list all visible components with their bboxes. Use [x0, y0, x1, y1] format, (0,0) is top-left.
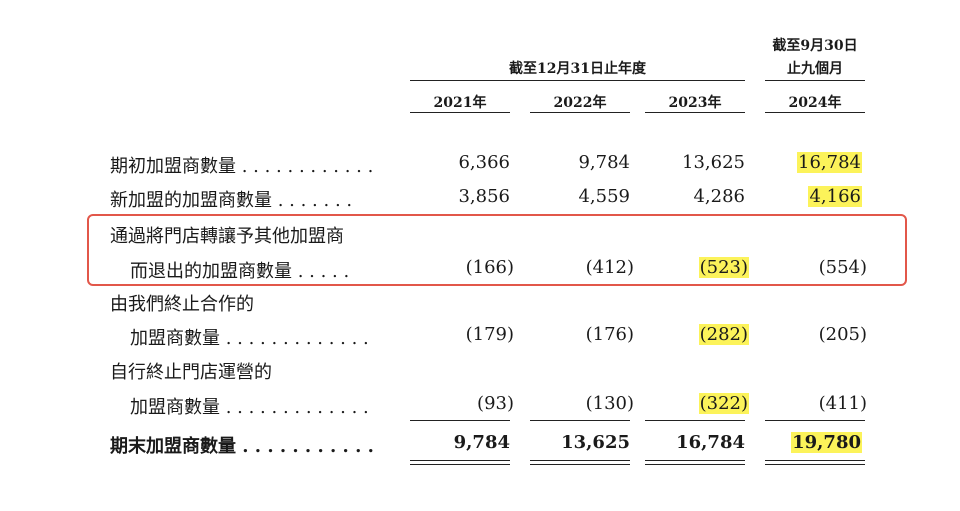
col-header-2022: 2022年: [553, 95, 607, 111]
cell-closing-2021: 9,784: [453, 432, 510, 453]
col-header-2024: 2024年: [788, 95, 842, 111]
cell-opening-2022: 9,784: [578, 152, 630, 173]
cell-self-terminated-2024: (411): [818, 393, 867, 414]
col-rule-2022: [530, 112, 630, 113]
nine-month-header-line2: 止九個月: [787, 61, 843, 77]
cell-new-2021: 3,856: [458, 186, 510, 207]
col-header-2023: 2023年: [668, 95, 722, 111]
nine-month-header-line1: 截至9月30日: [772, 38, 858, 54]
cell-transfer-2022: (412): [585, 257, 634, 278]
cell-opening-2024: 16,784: [797, 152, 862, 173]
cell-terminated-2022: (176): [585, 324, 634, 345]
cell-closing-2024: 19,780: [791, 432, 862, 453]
cell-self-terminated-2021: (93): [477, 393, 514, 414]
row-label-self-terminated-line1: 自行終止門店運營的: [110, 362, 272, 383]
total-double-rule-2021: [410, 460, 510, 465]
cell-opening-2021: 6,366: [458, 152, 510, 173]
row-label-terminated-line1: 由我們終止合作的: [110, 294, 254, 315]
nine-month-header-rule: [765, 80, 865, 81]
year-end-header-rule: [410, 80, 745, 81]
subtotal-rule-2023: [645, 420, 745, 421]
row-label-self-terminated-line2: 加盟商數量 . . . . . . . . . . . . .: [130, 397, 369, 418]
cell-terminated-2024: (205): [818, 324, 867, 345]
subtotal-rule-2021: [410, 420, 510, 421]
row-label-transfer-line2: 而退出的加盟商數量 . . . . .: [130, 261, 350, 282]
subtotal-rule-2024: [765, 420, 865, 421]
subtotal-rule-2022: [530, 420, 630, 421]
row-label-new: 新加盟的加盟商數量 . . . . . . .: [110, 190, 353, 211]
total-double-rule-2023: [645, 460, 745, 465]
cell-self-terminated-2023: (322): [698, 393, 749, 414]
cell-transfer-2024: (554): [818, 257, 867, 278]
row-label-transfer-line1: 通過將門店轉讓予其他加盟商: [110, 226, 344, 247]
total-double-rule-2024: [765, 460, 865, 465]
col-header-2021: 2021年: [433, 95, 487, 111]
cell-new-2022: 4,559: [578, 186, 630, 207]
cell-new-2024: 4,166: [808, 186, 862, 207]
cell-self-terminated-2022: (130): [585, 393, 634, 414]
row-label-closing: 期末加盟商數量 . . . . . . . . . . .: [110, 436, 374, 457]
year-end-header: 截至12月31日止年度: [509, 61, 646, 77]
row-label-opening: 期初加盟商數量 . . . . . . . . . . . .: [110, 156, 374, 177]
col-rule-2024: [765, 112, 865, 113]
row-label-terminated-line2: 加盟商數量 . . . . . . . . . . . . .: [130, 328, 369, 349]
cell-transfer-2023: (523): [698, 257, 749, 278]
cell-terminated-2021: (179): [465, 324, 514, 345]
cell-transfer-2021: (166): [465, 257, 514, 278]
cell-opening-2023: 13,625: [682, 152, 745, 173]
highlight-box: [87, 214, 907, 286]
cell-terminated-2023: (282): [698, 324, 749, 345]
col-rule-2023: [645, 112, 745, 113]
col-rule-2021: [410, 112, 510, 113]
cell-new-2023: 4,286: [693, 186, 745, 207]
cell-closing-2022: 13,625: [561, 432, 630, 453]
cell-closing-2023: 16,784: [676, 432, 745, 453]
total-double-rule-2022: [530, 460, 630, 465]
